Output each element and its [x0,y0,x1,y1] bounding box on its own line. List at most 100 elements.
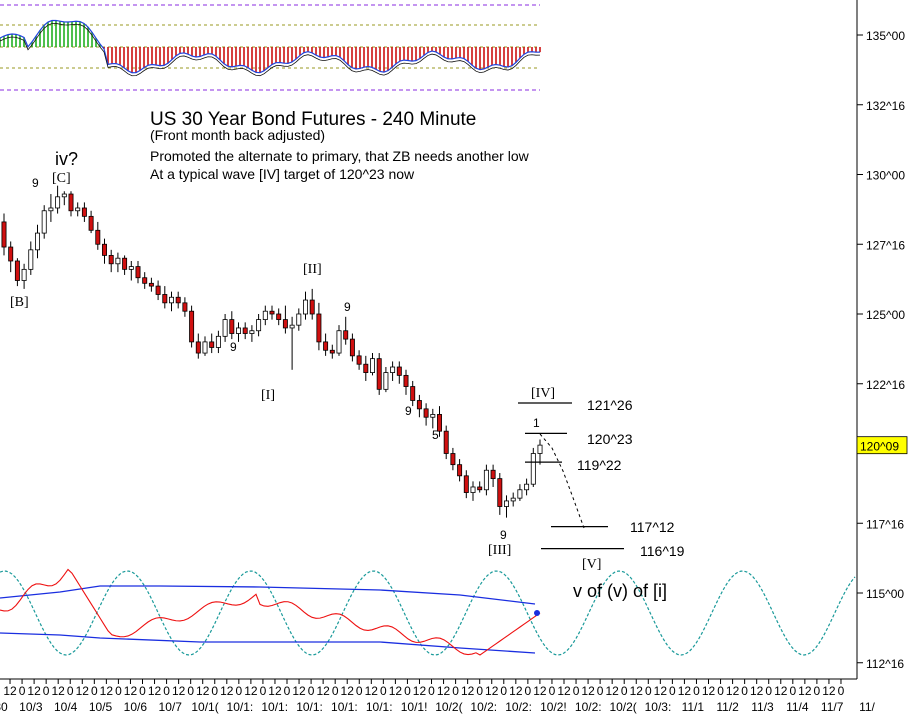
candle-body [75,207,81,212]
candle-body [517,489,523,499]
count-label: 9 [500,528,507,542]
x-hour-label: 0 [838,684,845,698]
x-hour-label: 12 [437,684,451,698]
candle-body [182,302,188,312]
candle-body [504,500,509,507]
x-hour-label: 12 [533,684,547,698]
x-date-label: 10/4 [54,700,78,714]
candle-body [41,210,47,234]
candle-body [282,319,288,329]
candle-body [269,310,275,315]
candle-body [148,282,154,287]
candle-body [530,453,536,485]
y-tick-label: 115^00 [866,587,904,601]
candle-body [256,319,262,332]
x-hour-label: 0 [91,684,98,698]
x-hour-label: 0 [500,684,507,698]
candle-body [477,486,483,491]
x-hour-label: 12 [196,684,210,698]
count-label: 9 [32,176,39,190]
x-date-label: 10/1: [366,700,393,714]
x-hour-label: 0 [211,684,218,698]
x-date-label: 10/1: [296,700,323,714]
candle-body [142,277,148,284]
x-hour-label: 0 [380,684,387,698]
candle-body [128,266,134,270]
bottom-cycle-panel [0,568,856,656]
candle-body [303,299,308,315]
x-date-label: 11/ [859,700,875,714]
x-hour-label: 0 [139,684,146,698]
price-level-label: 121^26 [587,397,633,413]
y-tick-label: 135^00 [866,29,905,43]
candle-body [309,299,315,315]
candle-body [229,319,235,334]
wave-label-v: [V] [582,557,601,572]
x-date-label: 10/2! [540,700,567,714]
note-line-2: At a typical wave [IV] target of 120^23 … [150,166,415,182]
x-hour-label: 0 [115,684,122,698]
x-date-label: 10/5 [89,700,113,714]
x-hour-label: 0 [621,684,628,698]
count-label: 9 [405,404,412,418]
x-date-label: 10/2( [435,700,462,714]
wave-label-iv: iv? [55,149,78,169]
x-date-label: 9/30 [0,700,8,714]
candle-body [423,408,429,418]
candle-body [383,372,389,390]
price-level-label: 116^19 [640,543,685,559]
x-date-label: 10/2: [505,700,532,714]
x-date-label: 10/2: [575,700,602,714]
momentum-line [0,568,541,656]
candle-body [416,400,422,410]
x-date-label: 10/3: [645,700,672,714]
x-hour-label: 12 [27,684,41,698]
x-hour-label: 0 [645,684,652,698]
candle-body [349,338,355,357]
x-hour-label: 0 [428,684,435,698]
x-hour-label: 12 [702,684,716,698]
count-label: 1 [533,416,540,430]
x-date-label: 10/1! [401,700,428,714]
x-date-label: 10/1: [261,700,288,714]
candle-body [115,257,121,265]
wave-label-iii: [III] [488,543,511,558]
y-tick-label: 125^00 [866,308,905,322]
x-hour-label: 12 [461,684,475,698]
candle-body [249,330,255,334]
x-hour-label: 0 [765,684,772,698]
candle-body [490,469,496,480]
candle-body [262,310,268,320]
wave-label-ii: [II] [303,262,322,277]
candle-body [524,483,530,491]
candle-body [396,366,402,376]
x-date-label: 10/1( [191,700,218,714]
x-hour-label: 12 [485,684,499,698]
x-hour-label: 0 [356,684,363,698]
x-date-label: 10/1: [227,700,254,714]
wave-label-iv-target: [IV] [531,386,555,401]
x-hour-label: 0 [597,684,604,698]
x-hour-label: 12 [581,684,595,698]
x-hour-label: 12 [76,684,90,698]
candle-body [135,266,141,279]
note-line-1: Promoted the alternate to primary, that … [150,148,530,164]
candle-body [537,444,543,454]
x-hour-label: 12 [413,684,427,698]
candle-body [55,196,61,209]
x-hour-label: 12 [341,684,355,698]
x-hour-label: 12 [100,684,114,698]
x-hour-label: 0 [332,684,339,698]
y-tick-label: 117^16 [866,517,904,531]
x-hour-label: 12 [678,684,692,698]
current-cycle-dot [534,610,540,616]
x-hour-label: 0 [308,684,315,698]
candle-body [202,341,208,354]
candle-body [1,221,7,248]
candle-body [88,215,94,231]
candle-body [410,386,416,401]
upper-band-line [0,585,536,605]
x-hour-label: 0 [187,684,194,698]
candle-body [195,341,201,354]
x-hour-label: 12 [365,684,379,698]
